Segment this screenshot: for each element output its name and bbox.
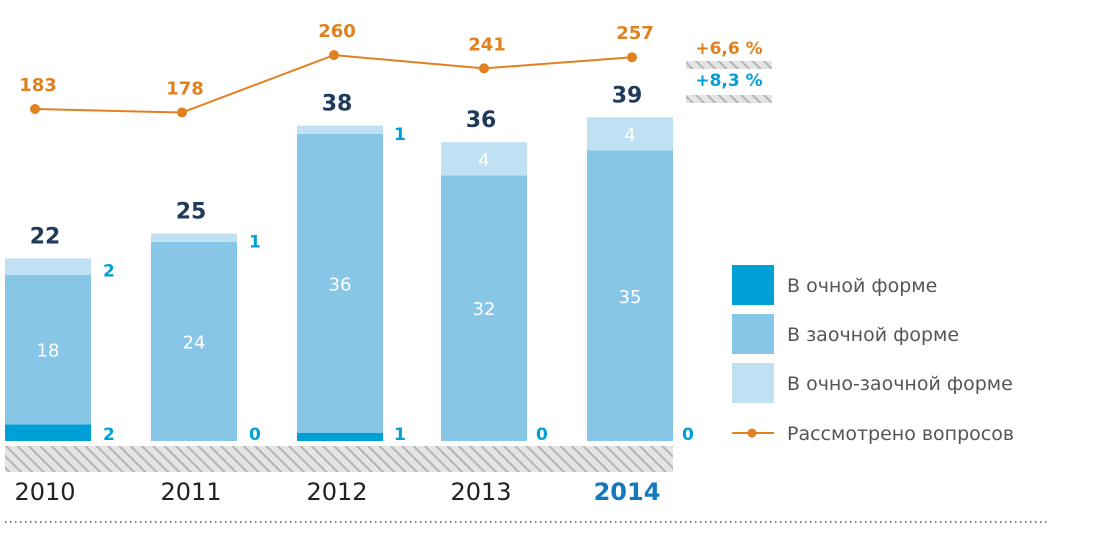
value-label-inperson-2012: 1 <box>394 425 406 445</box>
legend-line-marker <box>747 428 757 438</box>
line-value-label-2012: 260 <box>318 21 356 42</box>
growth-label-total: +8,3 % <box>695 71 762 91</box>
bar-segment-2012-s0 <box>297 432 383 441</box>
value-label-inperson-2010: 2 <box>103 425 115 445</box>
bar-segment-2014-s1 <box>587 150 673 441</box>
legend-layer: В очной форме В заочной форме В очно-заочн… <box>732 265 1014 445</box>
growth-divider-1 <box>686 61 772 69</box>
value-label-inperson-2014: 0 <box>682 425 694 445</box>
bar-segment-2010-s0 <box>5 424 91 441</box>
bar-segment-2010-s1 <box>5 275 91 425</box>
line-point-2011 <box>177 107 187 118</box>
legend-swatch-2 <box>732 363 774 403</box>
bar-segment-2011-s2 <box>151 233 237 242</box>
total-label-2011: 25 <box>176 200 207 225</box>
bar-segment-2014-s2 <box>587 117 673 151</box>
legend-swatch-1 <box>732 314 774 354</box>
line-value-label-2011: 178 <box>166 79 204 100</box>
base-strip <box>5 446 673 472</box>
value-label-inperson-2013: 0 <box>536 425 548 445</box>
total-label-2014: 39 <box>612 83 643 108</box>
value-label-parttime-2010: 2 <box>103 262 115 282</box>
bar-segment-2010-s2 <box>5 258 91 275</box>
bar-segment-2011-s1 <box>151 241 237 441</box>
bar-segment-2012-s2 <box>297 125 383 134</box>
line-point-2014 <box>627 52 637 63</box>
year-label-2014: 2014 <box>594 478 661 506</box>
bar-segment-2012-s1 <box>297 133 383 433</box>
bar-segment-2013-s2 <box>441 142 527 176</box>
legend-label-0: В очной форме <box>787 275 937 297</box>
growth-label-questions: +6,6 % <box>695 39 762 59</box>
legend-label-line: Рассмотрено вопросов <box>787 423 1014 445</box>
axis-layer: 2010 2011 2012 2013 2014 <box>5 446 1050 523</box>
line-layer: 183 178 260 241 257 +6,6 % +8,3 % <box>19 21 772 118</box>
line-point-2012 <box>329 50 339 61</box>
legend-label-2: В очно-заочной форме <box>787 373 1013 395</box>
year-label-2011: 2011 <box>160 478 221 506</box>
legend-label-1: В заочной форме <box>787 324 959 346</box>
value-label-parttime-2011: 1 <box>249 233 261 253</box>
line-value-label-2014: 257 <box>616 23 654 44</box>
total-label-2012: 38 <box>322 92 353 117</box>
year-label-2012: 2012 <box>306 478 367 506</box>
value-label-correspondence-2011: 24 <box>183 332 206 353</box>
value-label-correspondence-2012: 36 <box>329 274 352 295</box>
year-label-2010: 2010 <box>14 478 75 506</box>
total-label-2013: 36 <box>466 108 497 133</box>
bar-segment-2013-s1 <box>441 175 527 441</box>
line-point-2013 <box>479 63 489 74</box>
value-label-parttime-2012: 1 <box>394 125 406 145</box>
line-point-2010 <box>30 104 40 114</box>
value-label-correspondence-2010: 18 <box>37 341 60 362</box>
legend-swatch-0 <box>732 265 774 305</box>
value-label-correspondence-2014: 35 <box>619 287 642 308</box>
value-label-parttime-2013: 4 <box>478 150 489 171</box>
value-label-correspondence-2013: 32 <box>473 299 496 320</box>
line-value-label-2013: 241 <box>468 34 506 55</box>
value-label-inperson-2011: 0 <box>249 425 261 445</box>
year-label-2013: 2013 <box>450 478 511 506</box>
line-value-label-2010: 183 <box>19 75 57 96</box>
total-label-2010: 22 <box>30 224 61 249</box>
value-label-parttime-2014: 4 <box>624 125 635 146</box>
growth-divider-2 <box>686 95 772 103</box>
